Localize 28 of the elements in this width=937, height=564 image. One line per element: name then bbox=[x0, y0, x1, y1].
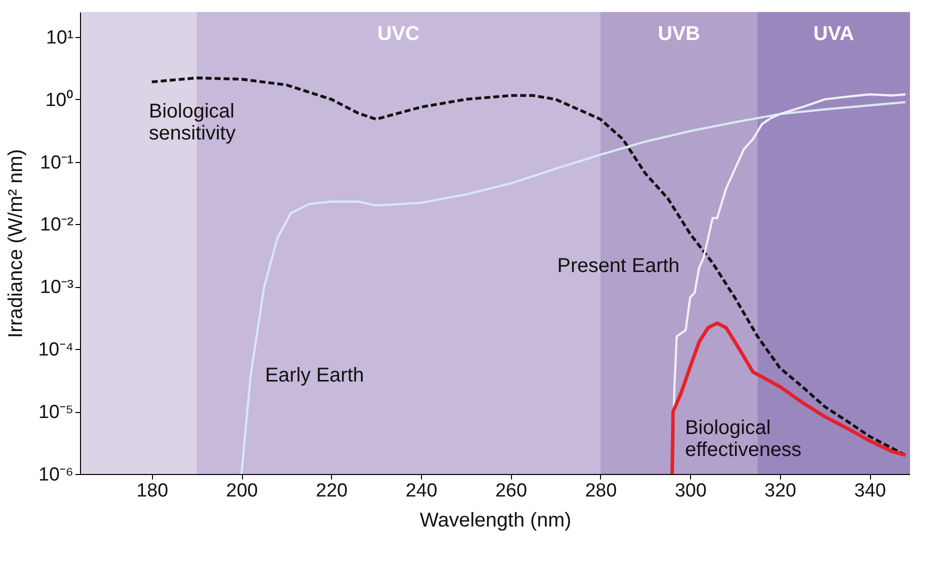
series-label: Present Earth bbox=[557, 255, 680, 278]
y-tick-label: 10⁻¹ bbox=[40, 152, 74, 174]
x-axis-title: Wavelength (nm) bbox=[420, 510, 572, 532]
y-tick-label: 10⁻⁴ bbox=[38, 340, 74, 361]
x-tick-label: 320 bbox=[764, 480, 796, 502]
x-tick-label: 200 bbox=[226, 480, 258, 502]
x-tick-label: 240 bbox=[406, 480, 438, 502]
series-label: Biological effectiveness bbox=[685, 416, 802, 461]
line-series bbox=[240, 101, 907, 474]
x-tick-label: 300 bbox=[674, 480, 707, 502]
y-tick-label: 10⁻⁶ bbox=[38, 464, 74, 486]
y-tick-label: 10⁻³ bbox=[40, 277, 74, 298]
band-label: UVC bbox=[377, 23, 420, 45]
x-tick-label: 220 bbox=[316, 480, 348, 502]
line-series bbox=[670, 321, 908, 474]
x-tick-label: 180 bbox=[136, 480, 168, 502]
x-tick-label: 280 bbox=[585, 480, 617, 502]
y-tick-label: 10⁻⁵ bbox=[38, 402, 74, 424]
x-tick-label: 340 bbox=[854, 480, 886, 502]
band-label: UVA bbox=[813, 23, 854, 45]
series-label: Biological sensitivity bbox=[148, 100, 236, 144]
y-axis-title: Irradiance (W/m² nm) bbox=[5, 149, 28, 338]
y-tick-label: 10¹ bbox=[46, 27, 74, 48]
x-tick-label: 260 bbox=[495, 480, 528, 502]
y-tick-label: 10⁰ bbox=[45, 88, 74, 111]
band-label: UVB bbox=[658, 23, 700, 45]
series-label: Early Earth bbox=[265, 364, 364, 387]
y-tick-label: 10⁻² bbox=[40, 214, 74, 236]
